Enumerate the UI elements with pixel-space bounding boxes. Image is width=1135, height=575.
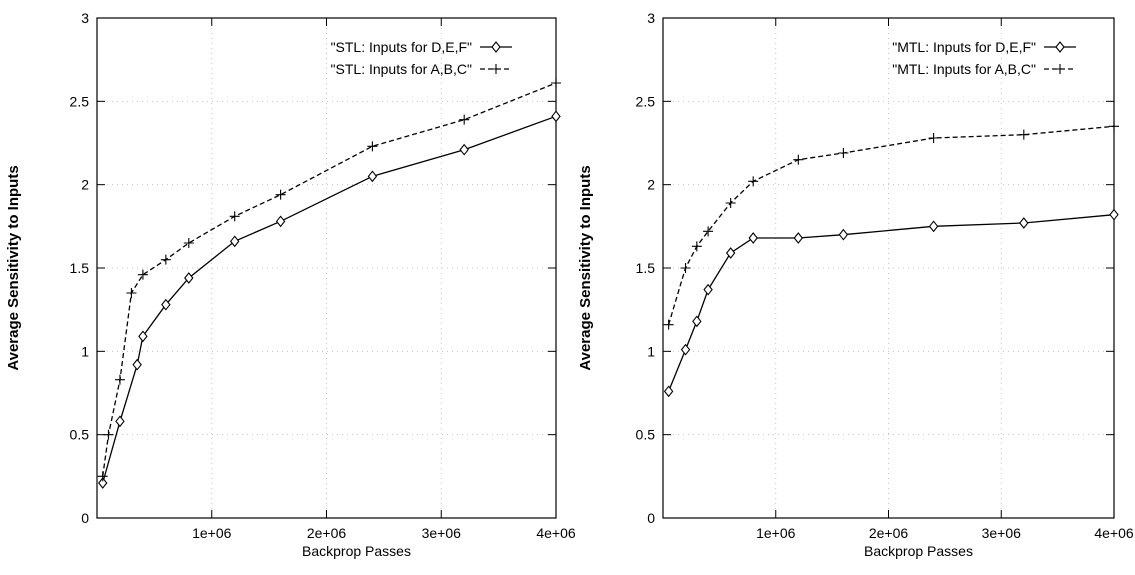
data-point-diamond xyxy=(161,298,171,311)
chart-panel-2: 0 0.5 1 1.5 2 2.5 3 1e+06 2e+06 3e+06 4e+06 Backpro… xyxy=(577,10,1134,559)
data-point-plus xyxy=(1109,121,1119,132)
data-point-diamond xyxy=(275,215,286,228)
data-point-diamond xyxy=(551,110,561,123)
y-tick-label: 1.5 xyxy=(70,260,90,276)
legend-label: "MTL: Inputs for D,E,F" xyxy=(892,39,1036,55)
data-point-plus xyxy=(114,374,125,385)
data-point-plus xyxy=(663,319,674,330)
data-point-diamond xyxy=(663,385,674,398)
x-tick-label: 3e+06 xyxy=(422,525,462,541)
data-point-diamond xyxy=(138,330,148,343)
data-point-diamond xyxy=(98,477,108,489)
data-point-diamond xyxy=(793,232,804,244)
y-tick-label: 2.5 xyxy=(70,93,90,109)
series-line xyxy=(667,214,1115,392)
series-2 xyxy=(663,121,1119,330)
series-line xyxy=(102,82,557,477)
data-point-diamond xyxy=(459,143,469,156)
data-point-plus xyxy=(838,148,849,158)
y-tick-label: 1 xyxy=(647,343,655,359)
legend-label: "MTL: Inputs for A,B,C" xyxy=(892,61,1036,77)
series-1 xyxy=(663,208,1119,398)
x-tick-label: 1e+06 xyxy=(192,525,232,541)
y-tick-label: 0.5 xyxy=(70,427,90,443)
x-tick-label: 2e+06 xyxy=(869,525,909,541)
data-point-plus xyxy=(793,154,804,165)
data-point-plus xyxy=(459,114,470,125)
y-tick-label: 0 xyxy=(81,510,89,526)
x-tick-label: 3e+06 xyxy=(982,525,1022,541)
data-point-diamond xyxy=(229,235,240,248)
data-point-plus xyxy=(680,263,691,273)
data-point-diamond xyxy=(1019,217,1029,229)
data-point-plus xyxy=(103,429,114,440)
data-point-plus xyxy=(551,78,561,88)
data-point-diamond xyxy=(838,228,849,241)
data-point-plus xyxy=(137,269,148,280)
x-axis-title: Backprop Passes xyxy=(864,543,973,559)
data-point-diamond xyxy=(928,220,939,233)
data-point-plus xyxy=(703,226,714,237)
legend-label: "STL: Inputs for D,E,F" xyxy=(331,39,472,55)
y-tick-label: 0 xyxy=(647,510,655,526)
data-point-diamond xyxy=(725,247,736,259)
series-1 xyxy=(98,110,561,489)
data-point-diamond xyxy=(680,343,691,356)
data-point-plus xyxy=(1018,129,1029,140)
data-point-plus xyxy=(126,288,137,298)
data-point-diamond xyxy=(692,315,702,328)
data-point-plus xyxy=(691,241,702,252)
data-point-plus xyxy=(928,133,939,143)
series-line xyxy=(667,125,1115,325)
data-point-diamond xyxy=(491,41,501,53)
data-point-diamond xyxy=(367,170,378,183)
x-tick-label: 1e+06 xyxy=(756,525,796,541)
y-tick-label: 2.5 xyxy=(636,93,656,109)
y-tick-label: 1.5 xyxy=(636,260,656,276)
data-point-diamond xyxy=(1109,208,1119,221)
x-tick-label: 4e+06 xyxy=(536,525,576,541)
data-point-diamond xyxy=(184,272,194,284)
data-point-plus xyxy=(97,471,108,482)
data-point-diamond xyxy=(703,283,713,296)
chart-panel-1: 0 0.5 1 1.5 2 2.5 3 1e+06 2e+06 3e+06 4e+06 Backpro… xyxy=(5,10,576,559)
data-point-plus xyxy=(160,254,171,265)
y-tick-label: 2 xyxy=(647,177,655,193)
x-tick-label: 4e+06 xyxy=(1094,525,1134,541)
y-axis-title: Average Sensitivity to Inputs xyxy=(577,165,594,370)
data-point-diamond xyxy=(115,415,125,428)
y-tick-label: 3 xyxy=(81,10,89,26)
data-point-plus xyxy=(183,238,194,248)
data-point-plus xyxy=(275,189,286,200)
data-point-plus xyxy=(748,176,759,187)
data-point-plus xyxy=(491,64,501,74)
series-2 xyxy=(97,78,561,482)
y-tick-label: 1 xyxy=(81,343,89,359)
data-point-plus xyxy=(725,198,736,208)
data-point-plus xyxy=(367,141,378,152)
y-axis-title: Average Sensitivity to Inputs xyxy=(5,165,22,370)
data-point-diamond xyxy=(748,232,758,244)
series-line xyxy=(102,115,557,484)
y-tick-label: 2 xyxy=(81,177,89,193)
data-point-diamond xyxy=(132,358,142,371)
data-point-plus xyxy=(229,211,240,222)
y-tick-label: 3 xyxy=(647,10,655,26)
x-tick-label: 2e+06 xyxy=(307,525,347,541)
y-tick-label: 0.5 xyxy=(636,427,656,443)
data-point-plus xyxy=(1055,64,1065,74)
data-point-diamond xyxy=(1055,41,1065,53)
legend-label: "STL: Inputs for A,B,C" xyxy=(331,61,472,77)
x-axis-title: Backprop Passes xyxy=(302,543,411,559)
